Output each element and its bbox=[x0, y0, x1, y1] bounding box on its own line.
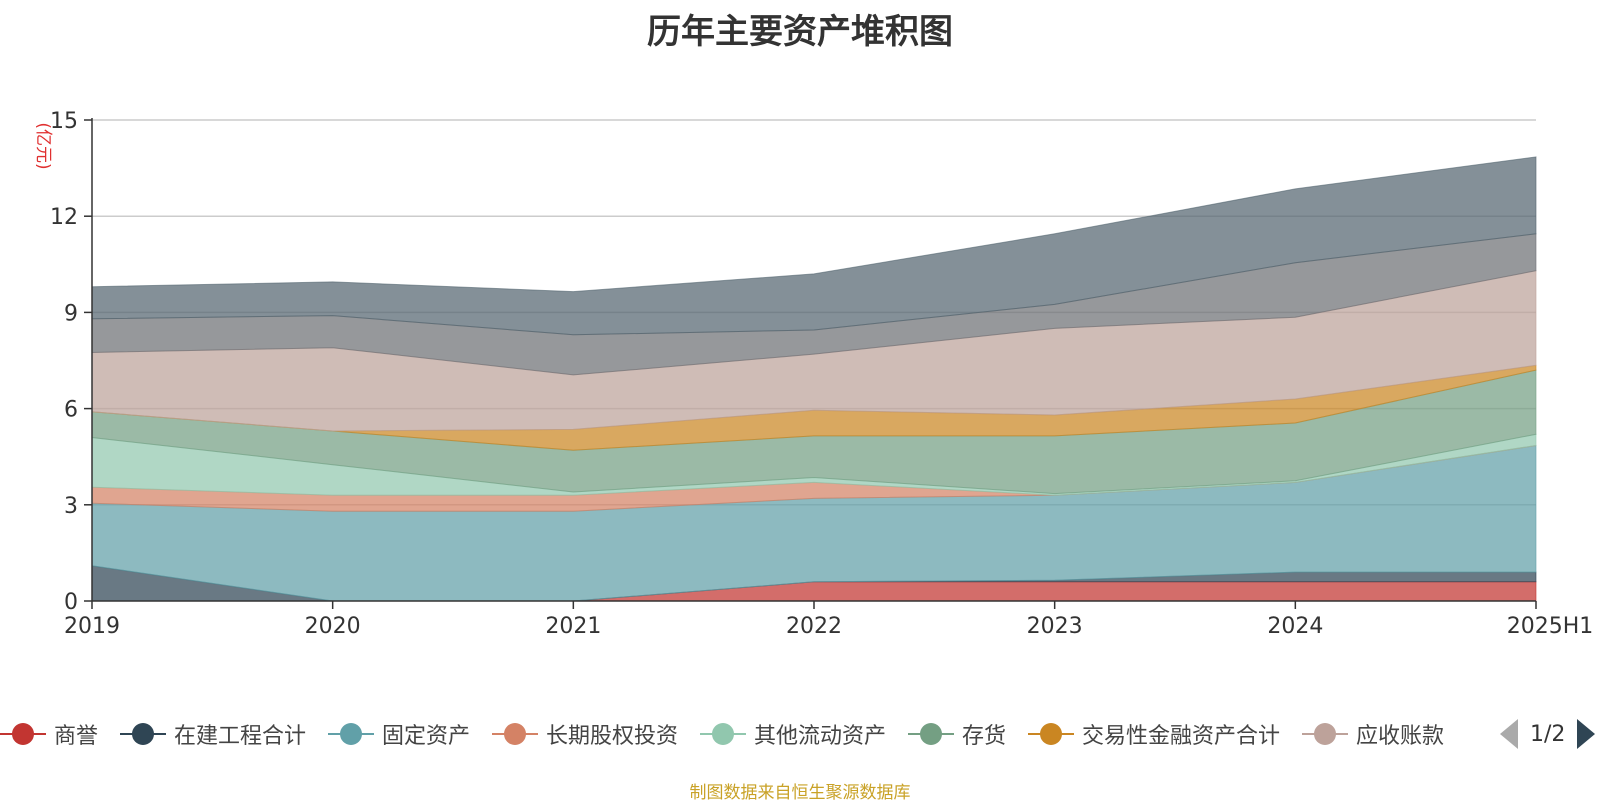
y-tick-label: 3 bbox=[64, 494, 78, 519]
legend-page-indicator: 1/2 bbox=[1530, 721, 1566, 747]
legend-item[interactable]: 应收账款 bbox=[1302, 716, 1444, 752]
legend-marker-icon bbox=[120, 722, 166, 746]
legend-label: 长期股权投资 bbox=[546, 724, 679, 749]
x-tick-label: 2025H1 bbox=[1507, 614, 1594, 639]
y-tick-label: 6 bbox=[64, 398, 78, 423]
area-series-9[interactable] bbox=[91, 156, 1537, 336]
x-tick-label: 2021 bbox=[545, 614, 601, 639]
x-tick-label: 2019 bbox=[64, 614, 120, 639]
legend-item[interactable]: 固定资产 bbox=[328, 716, 470, 752]
legend-item[interactable]: 长期股权投资 bbox=[492, 716, 678, 752]
data-source-note: 制图数据来自恒生聚源数据库 bbox=[689, 783, 911, 803]
legend-label: 在建工程合计 bbox=[174, 724, 307, 749]
legend-label: 交易性金融资产合计 bbox=[1082, 724, 1281, 749]
legend-next-page-button[interactable] bbox=[1577, 719, 1596, 749]
legend-item[interactable]: 商誉 bbox=[0, 716, 98, 752]
legend-clip: 商誉 在建工程合计 固定资产 长期股权投资 其他流动资产 存货 交易性金融资产合计 应收账款 bbox=[0, 716, 1466, 752]
legend-item[interactable]: 交易性金融资产合计 bbox=[1028, 716, 1280, 752]
legend-label: 其他流动资产 bbox=[754, 724, 887, 749]
legend-item[interactable]: 其他流动资产 bbox=[700, 716, 886, 752]
legend: 商誉 在建工程合计 固定资产 长期股权投资 其他流动资产 存货 交易性金融资产合计 应收账款 bbox=[0, 716, 1600, 752]
y-tick-label: 12 bbox=[50, 205, 78, 230]
legend-marker-icon bbox=[1302, 722, 1348, 746]
x-tick-label: 2020 bbox=[305, 614, 361, 639]
y-tick-label: 0 bbox=[64, 590, 78, 615]
chart-svg: 0 3 6 9 12 15 2019 2020 2021 2022 2023 2024 2025H1 (… bbox=[33, 109, 1593, 639]
legend-label: 应收账款 bbox=[1356, 724, 1445, 749]
legend-marker-icon bbox=[1028, 722, 1074, 746]
legend-item[interactable]: 在建工程合计 bbox=[120, 716, 306, 752]
x-tick-label: 2023 bbox=[1027, 614, 1083, 639]
legend-marker-icon bbox=[0, 722, 46, 746]
legend-label: 商誉 bbox=[54, 724, 99, 749]
legend-item[interactable]: 存货 bbox=[908, 716, 1006, 752]
y-axis-label: (亿元) bbox=[33, 122, 53, 169]
y-tick-label: 15 bbox=[50, 109, 78, 134]
axes: 0 3 6 9 12 15 2019 2020 2021 2022 2023 2024 2025H1 bbox=[50, 109, 1593, 639]
legend-label: 存货 bbox=[962, 724, 1007, 749]
legend-marker-icon bbox=[700, 722, 746, 746]
legend-prev-page-button[interactable] bbox=[1500, 719, 1518, 749]
y-tick-label: 9 bbox=[64, 301, 78, 326]
chart-title: 历年主要资产堆积图 bbox=[647, 12, 953, 52]
legend-marker-icon bbox=[492, 722, 538, 746]
x-tick-label: 2024 bbox=[1267, 614, 1323, 639]
area-series-layer bbox=[91, 156, 1537, 602]
legend-marker-icon bbox=[908, 722, 954, 746]
x-tick-label: 2022 bbox=[786, 614, 842, 639]
legend-label: 固定资产 bbox=[382, 724, 471, 749]
legend-marker-icon bbox=[328, 722, 374, 746]
legend-pager: 1/2 bbox=[1500, 716, 1596, 752]
